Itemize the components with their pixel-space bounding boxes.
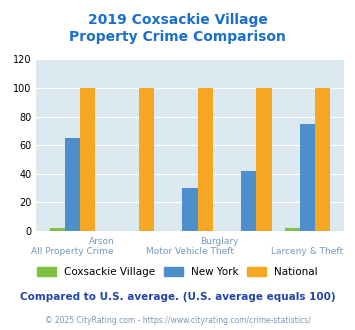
Text: Burglary: Burglary [200,237,239,246]
Bar [300,124,315,231]
Bar [50,228,65,231]
Text: Larceny & Theft: Larceny & Theft [272,247,344,256]
Bar [241,171,256,231]
Text: Motor Vehicle Theft: Motor Vehicle Theft [146,247,234,256]
Bar [80,88,95,231]
Bar [197,88,213,231]
Bar [315,88,330,231]
Text: Arson: Arson [89,237,115,246]
Bar [182,188,197,231]
Bar [256,88,272,231]
Text: © 2025 CityRating.com - https://www.cityrating.com/crime-statistics/: © 2025 CityRating.com - https://www.city… [45,315,310,325]
Bar [139,88,154,231]
Text: 2019 Coxsackie Village
Property Crime Comparison: 2019 Coxsackie Village Property Crime Co… [69,13,286,45]
Text: All Property Crime: All Property Crime [31,247,114,256]
Legend: Coxsackie Village, New York, National: Coxsackie Village, New York, National [33,263,322,281]
Bar [285,228,300,231]
Bar [65,138,80,231]
Text: Compared to U.S. average. (U.S. average equals 100): Compared to U.S. average. (U.S. average … [20,292,335,302]
